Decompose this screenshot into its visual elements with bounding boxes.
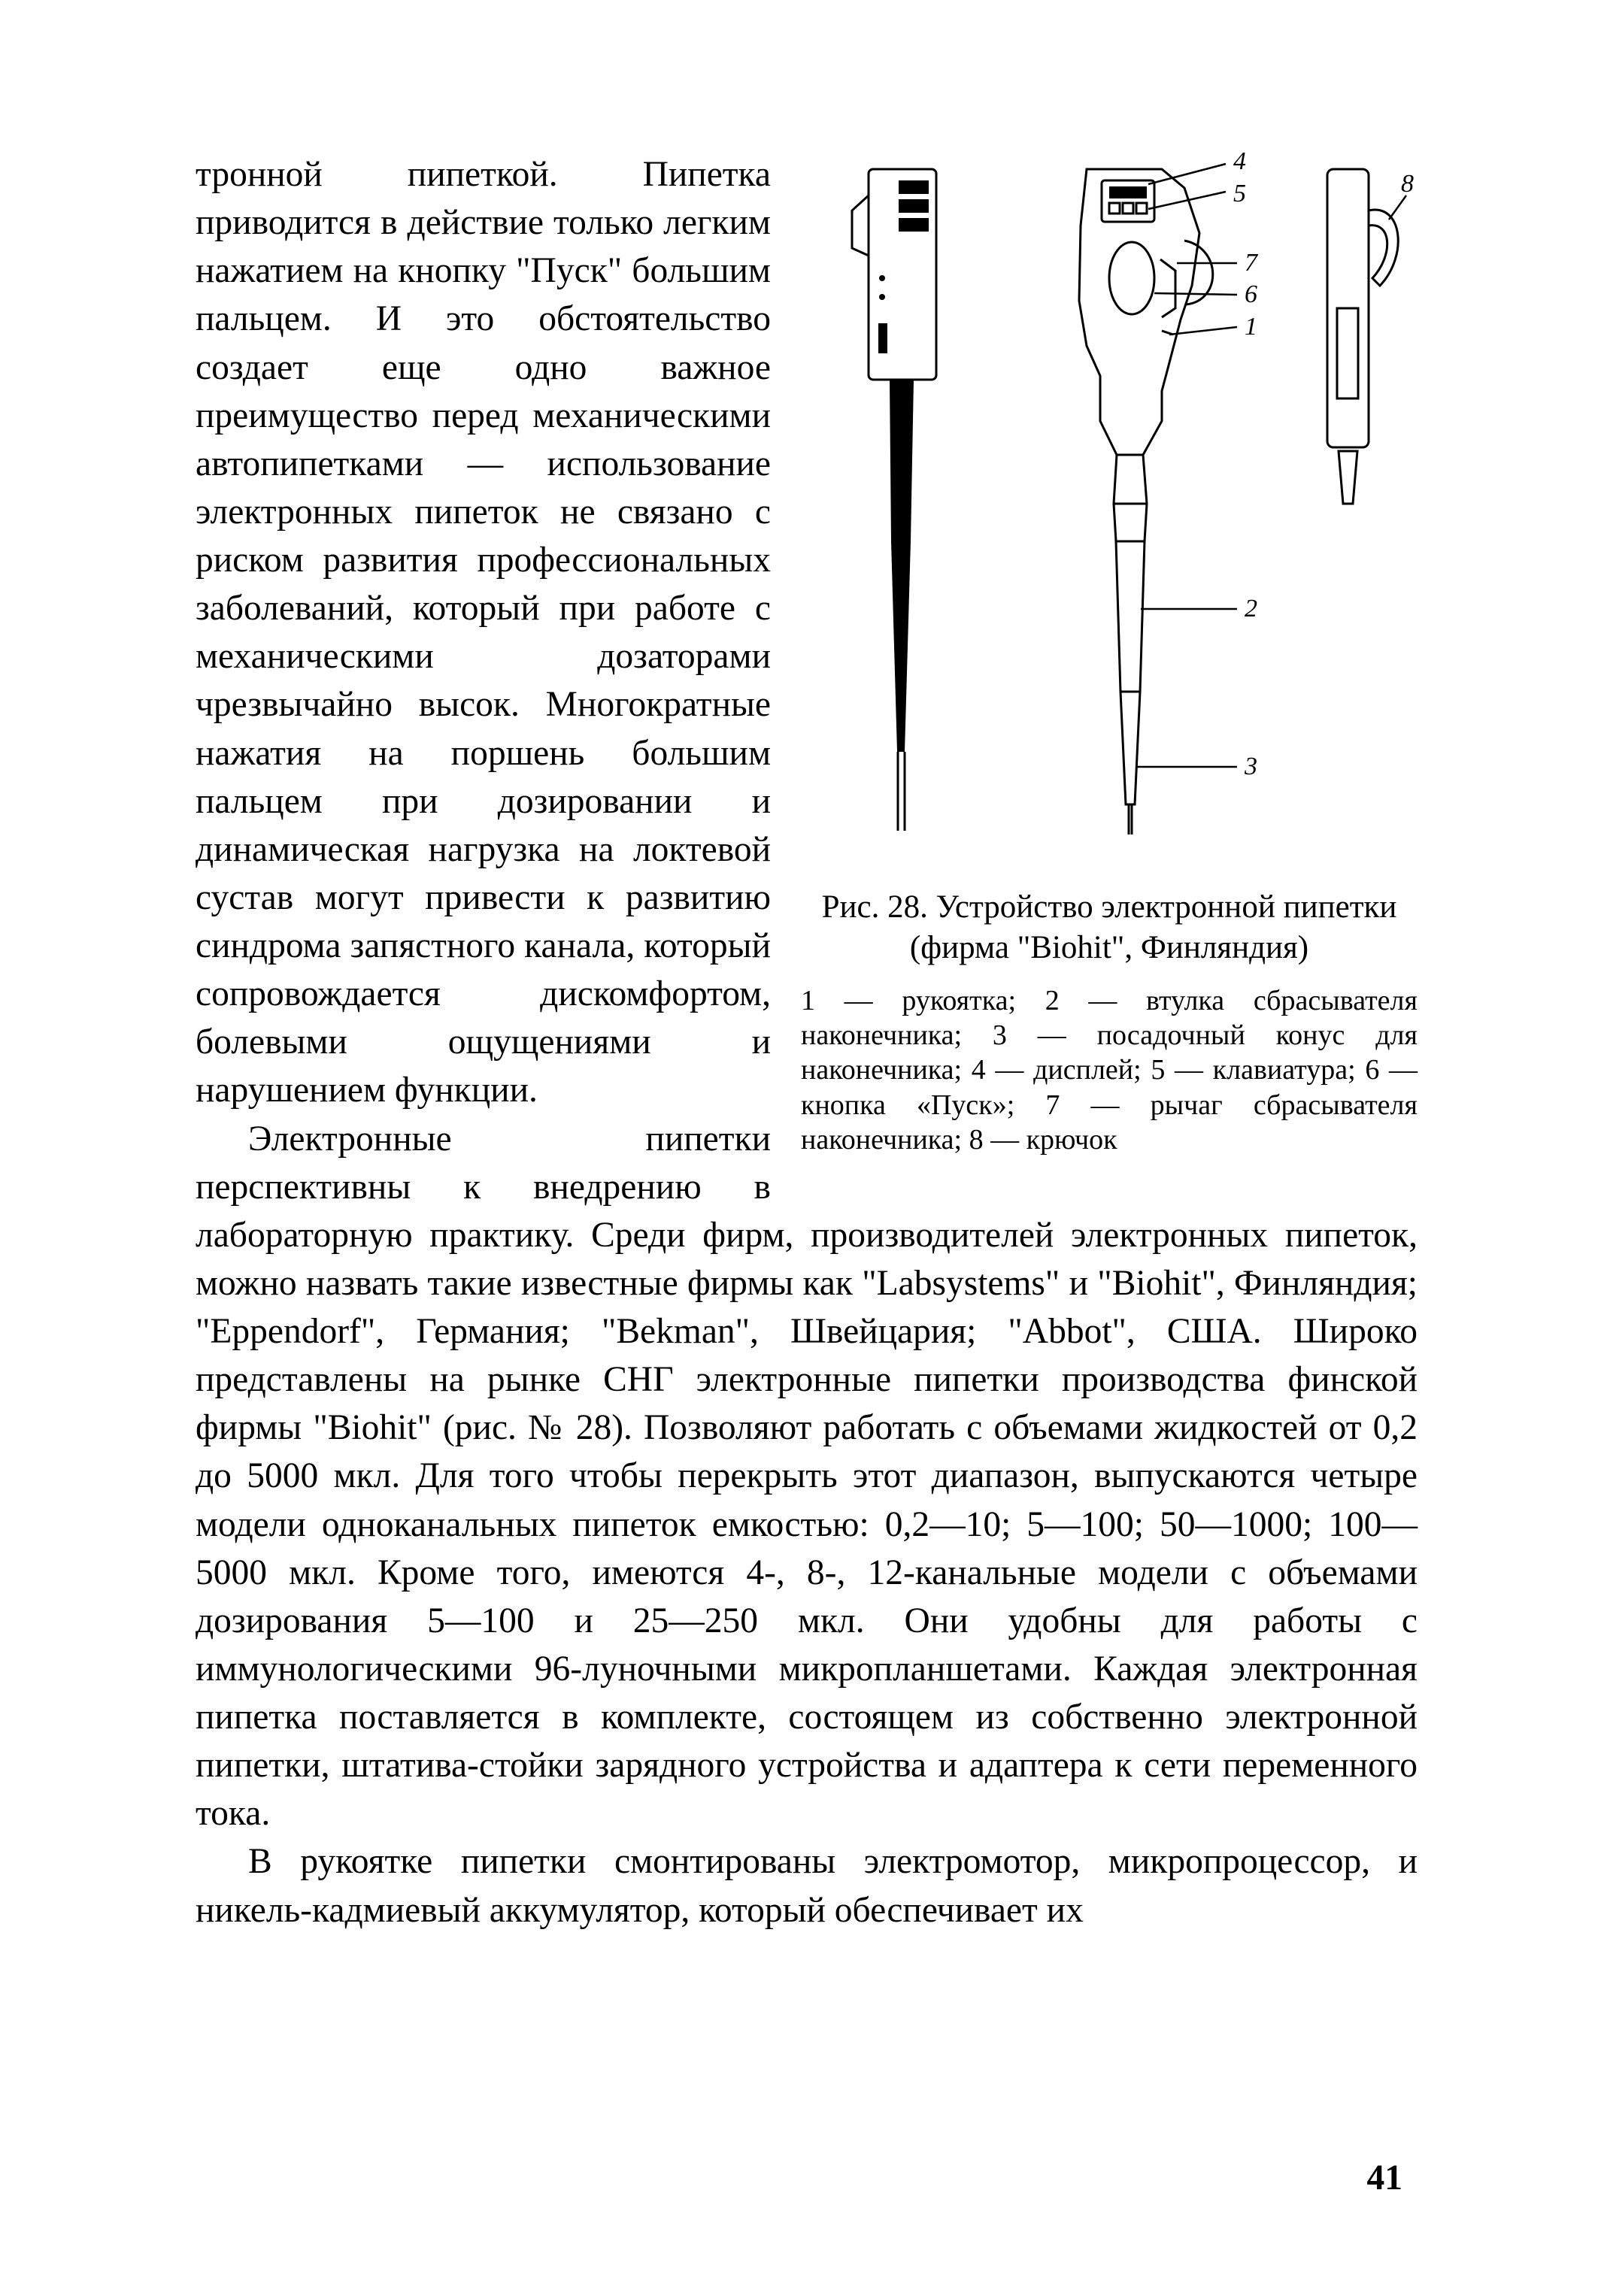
paragraph-2: Электронные пипетки перспективны к внедр… xyxy=(196,1115,1418,1838)
label-5: 5 xyxy=(1233,180,1246,207)
figure-column: 4 5 7 6 1 2 3 xyxy=(801,150,1418,1157)
page-number: 41 xyxy=(1367,2158,1403,2198)
right-pipette xyxy=(1327,169,1398,504)
label-2: 2 xyxy=(1245,595,1257,622)
paragraph-3: В рукоятке пипетки смонтированы электром… xyxy=(196,1837,1418,1934)
figure-caption-title: Рис. 28. Устройство электронной пипетки … xyxy=(801,887,1418,968)
pipette-diagram: 4 5 7 6 1 2 3 xyxy=(801,150,1418,865)
label-6: 6 xyxy=(1245,280,1257,308)
left-pipette xyxy=(852,169,936,831)
page-content: 4 5 7 6 1 2 3 xyxy=(196,150,1418,1934)
label-4: 4 xyxy=(1233,150,1246,175)
figure-box: 4 5 7 6 1 2 3 xyxy=(801,150,1418,865)
label-3: 3 xyxy=(1244,753,1257,780)
top-section: 4 5 7 6 1 2 3 xyxy=(196,150,1418,1837)
label-1: 1 xyxy=(1245,313,1257,341)
label-8: 8 xyxy=(1401,170,1414,198)
label-7: 7 xyxy=(1245,249,1259,277)
middle-pipette xyxy=(1079,169,1213,834)
right-labels xyxy=(1389,195,1406,220)
figure-caption-legend: 1 — рукоятка; 2 — втулка сбрасывателя на… xyxy=(801,983,1418,1158)
